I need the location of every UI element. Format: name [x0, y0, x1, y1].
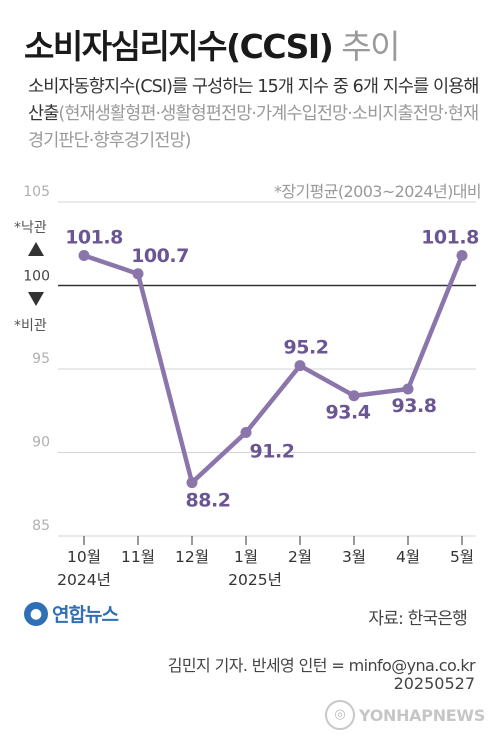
- y-tick-label: 105: [23, 184, 50, 200]
- chart-title: 소비자심리지수(CCSI) 추이: [24, 20, 400, 68]
- optimism-label: *낙관: [14, 220, 47, 236]
- data-labels: 101.8 100.7 88.2 91.2 95.2 93.4 93.8 101.8: [65, 226, 479, 511]
- data-point: [132, 268, 144, 280]
- series-polyline: [81, 253, 465, 485]
- publish-date: 20250527: [393, 674, 475, 693]
- y-tick-label: 100: [23, 269, 50, 285]
- title-sub: 추이: [332, 27, 400, 66]
- watermark-icon: ◎: [324, 700, 355, 730]
- x-tick-label: 4월: [396, 548, 420, 566]
- year-label: 2025년: [228, 571, 282, 589]
- data-label: 101.8: [421, 226, 479, 248]
- y-axis-ticks: 105 100 95 90 85: [23, 184, 50, 534]
- data-point: [402, 383, 414, 395]
- year-label: 2024년: [57, 571, 111, 589]
- basis-note: *장기평균(2003~2024년)대비: [274, 182, 482, 201]
- data-label: 100.7: [131, 245, 189, 267]
- x-tick-label: 3월: [342, 548, 366, 566]
- x-tick-label: 1월: [234, 548, 258, 566]
- yonhap-logo-icon: ●: [24, 601, 48, 626]
- description-detail: (현재생활형편·생활형편전망·가계수입전망·소비지출전망·현재경기판단·향후경기…: [28, 104, 479, 151]
- data-point: [240, 426, 252, 438]
- yonhap-logo: ● 연합뉴스: [24, 600, 119, 627]
- y-tick-label: 85: [32, 518, 50, 534]
- data-label: 101.8: [65, 226, 123, 248]
- pessimism-label: *비관: [14, 318, 47, 334]
- data-label: 95.2: [284, 337, 329, 359]
- data-points: [78, 249, 468, 489]
- credit-line: 김민지 기자. 반세영 인턴 = minfo@yna.co.kr: [167, 656, 476, 675]
- x-tick-label: 12월: [175, 548, 209, 566]
- x-tick-label: 2월: [288, 548, 312, 566]
- data-label: 88.2: [186, 490, 231, 512]
- data-point: [186, 477, 198, 489]
- data-point: [294, 360, 306, 372]
- optimism-indicator: *낙관 *비관: [14, 220, 47, 334]
- chart-description: 소비자동향지수(CSI)를 구성하는 15개 지수 중 6개 지수를 이용해 산…: [28, 74, 488, 155]
- description-text: 소비자동향지수(CSI)를 구성하는 15개 지수 중 6개 지수를 이용해 산…: [28, 77, 479, 124]
- x-tick-label: 5월: [450, 548, 474, 566]
- watermark: ◎ YONHAPNEWS: [324, 700, 485, 730]
- data-label: 91.2: [250, 440, 295, 462]
- data-point: [348, 390, 360, 402]
- data-label: 93.4: [326, 402, 371, 424]
- down-arrow-icon: [28, 292, 44, 306]
- data-label: 93.8: [392, 395, 437, 417]
- grid: [58, 201, 476, 537]
- data-point: [78, 249, 90, 261]
- y-tick-label: 95: [32, 351, 50, 367]
- data-point: [456, 249, 468, 261]
- x-tick-label: 11월: [121, 548, 155, 566]
- source-note: 자료: 한국은행: [368, 609, 467, 629]
- title-main: 소비자심리지수(CCSI): [24, 27, 334, 66]
- logo-text: 연합뉴스: [52, 604, 119, 626]
- series-line: [81, 253, 465, 485]
- up-arrow-icon: [28, 242, 44, 256]
- x-tick-label: 10월: [67, 548, 101, 566]
- x-axis: 10월 11월 12월 1월 2월 3월 4월 5월 2024년 2025년: [57, 536, 474, 589]
- watermark-text: YONHAPNEWS: [358, 705, 485, 725]
- y-tick-label: 90: [32, 435, 50, 451]
